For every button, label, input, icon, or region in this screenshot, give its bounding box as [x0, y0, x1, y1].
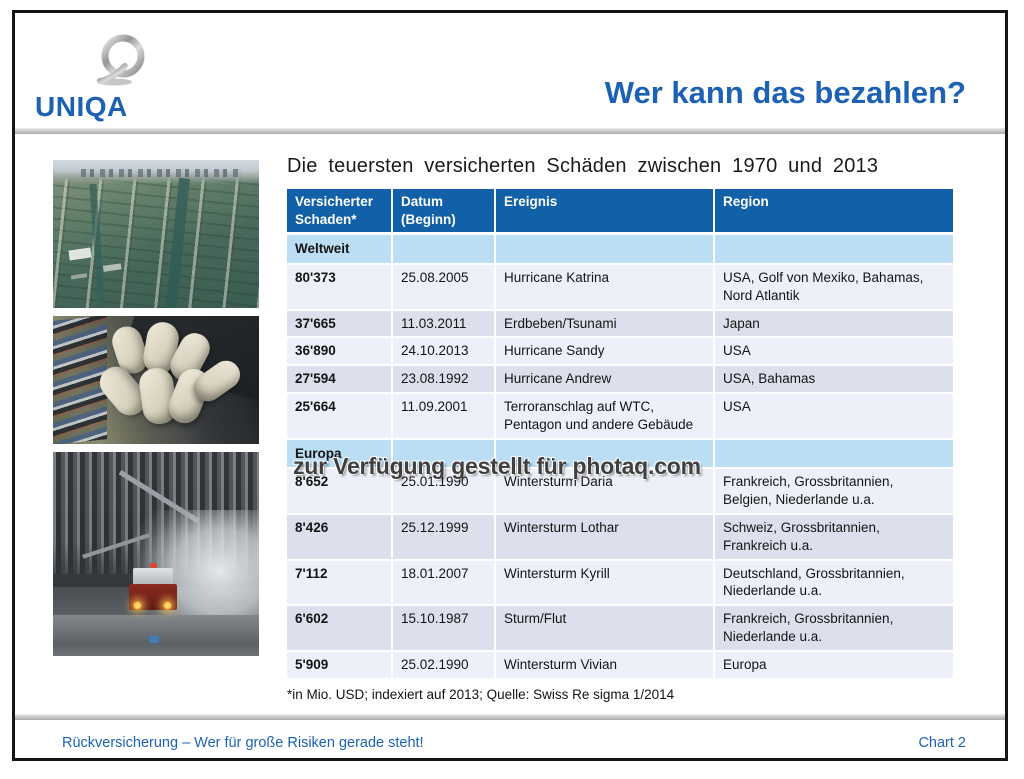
date-cell: 25.08.2005 — [392, 263, 496, 311]
section-label: Weltweit — [287, 233, 393, 265]
slide-title: Wer kann das bezahlen? — [604, 75, 966, 110]
damage-cell: 8'652 — [287, 468, 393, 516]
event-cell: Terroranschlag auf WTC, Pentagon und and… — [495, 392, 715, 440]
table-row: 6'602 15.10.1987 Sturm/Flut Frankreich, Gro… — [287, 605, 953, 652]
footer-divider — [15, 714, 1005, 720]
column-header-date: Datum (Beginn) — [392, 189, 496, 236]
section-row: Europa — [287, 438, 953, 470]
region-cell: Japan — [714, 309, 953, 339]
table-header-row: Versicherter Schaden* Datum (Beginn) Ere… — [287, 189, 953, 236]
table-row: 80'373 25.08.2005 Hurricane Katrina USA, Go… — [287, 263, 953, 311]
region-cell: Frankreich, Grossbritannien, Niederlande… — [714, 605, 953, 652]
region-cell: Schweiz, Grossbritannien, Frankreich u.a… — [714, 514, 953, 561]
region-cell: USA — [714, 337, 953, 367]
wet-ground — [53, 615, 259, 656]
footer-left-text: Rückversicherung – Wer für große Risiken… — [62, 735, 424, 751]
table-row: 8'426 25.12.1999 Wintersturm Lothar Schweiz… — [287, 514, 953, 561]
region-cell: USA, Golf von Mexiko, Bahamas, Nord Atla… — [714, 263, 953, 311]
event-cell: Erdbeben/Tsunami — [495, 309, 715, 339]
table-row: 27'594 23.08.1992 Hurricane Andrew USA, Bah… — [287, 365, 953, 394]
flooded-street — [165, 177, 191, 308]
event-cell: Hurricane Katrina — [495, 263, 715, 311]
footer-page-label: Chart 2 — [918, 735, 966, 751]
damages-table: Versicherter Schaden* Datum (Beginn) Ere… — [287, 189, 953, 680]
date-cell: 23.08.1992 — [392, 365, 496, 394]
slide: UNIQA Wer kann das bezahlen? — [12, 10, 1008, 761]
date-cell: 15.10.1987 — [392, 605, 496, 652]
date-cell: 18.01.2007 — [392, 559, 496, 607]
damage-cell: 8'426 — [287, 514, 393, 561]
event-cell: Hurricane Andrew — [495, 365, 715, 394]
blue-debris — [149, 636, 159, 643]
uniqa-ring-icon — [97, 34, 145, 86]
main-content: Die teuersten versicherten Schäden zwisc… — [287, 155, 953, 702]
column-header-event: Ereignis — [495, 189, 715, 236]
event-cell: Wintersturm Lothar — [495, 514, 715, 561]
date-cell: 25.12.1999 — [392, 514, 496, 561]
column-header-damage: Versicherter Schaden* — [287, 189, 393, 236]
damage-cell: 36'890 — [287, 337, 393, 367]
rooftops — [68, 247, 93, 261]
footer: Rückversicherung – Wer für große Risiken… — [62, 735, 966, 751]
region-cell: Europa — [714, 650, 953, 680]
fire-truck — [125, 563, 181, 620]
date-cell: 25.02.1990 — [392, 650, 496, 680]
collapsed-tanks-photo — [53, 316, 259, 444]
table-row: 37'665 11.03.2011 Erdbeben/Tsunami Japan — [287, 309, 953, 339]
city-skyline-silhouette — [81, 169, 241, 177]
event-cell: Wintersturm Kyrill — [495, 559, 715, 607]
region-cell: Frankreich, Grossbritannien, Belgien, Ni… — [714, 468, 953, 516]
truck-beacon — [150, 563, 157, 568]
date-cell: 25.01.1990 — [392, 468, 496, 516]
event-cell: Hurricane Sandy — [495, 337, 715, 367]
flood-aerial-photo — [53, 160, 259, 308]
event-cell: Sturm/Flut — [495, 605, 715, 652]
damage-cell: 25'664 — [287, 392, 393, 440]
region-cell: USA, Bahamas — [714, 365, 953, 394]
headlight — [133, 601, 142, 610]
section-row: Weltweit — [287, 233, 953, 265]
watermark: zur Verfügung gestellt für photaq.com — [293, 453, 701, 479]
damage-cell: 6'602 — [287, 605, 393, 652]
debris-firetruck-photo — [53, 452, 259, 656]
header-divider — [15, 128, 1005, 134]
column-header-region: Region — [714, 189, 953, 236]
region-cell: USA — [714, 392, 953, 440]
damage-cell: 80'373 — [287, 263, 393, 311]
event-cell: Wintersturm Vivian — [495, 650, 715, 680]
section-label: Europa — [287, 438, 393, 470]
date-cell: 11.09.2001 — [392, 392, 496, 440]
uniqa-logo: UNIQA — [35, 31, 195, 127]
flooded-street — [89, 183, 106, 308]
region-cell: Deutschland, Grossbritannien, Niederland… — [714, 559, 953, 607]
damage-cell: 7'112 — [287, 559, 393, 607]
table-row: 7'112 18.01.2007 Wintersturm Kyrill Deutsch… — [287, 559, 953, 607]
table-row: 8'652 25.01.1990 Wintersturm Daria Frankrei… — [287, 468, 953, 516]
uniqa-logo-text: UNIQA — [35, 91, 128, 122]
headlight — [163, 601, 172, 610]
footnote: *in Mio. USD; indexiert auf 2013; Quelle… — [287, 686, 675, 702]
table-row: 25'664 11.09.2001 Terroranschlag auf WTC, … — [287, 392, 953, 440]
table-row: 5'909 25.02.1990 Wintersturm Vivian Europa — [287, 650, 953, 680]
date-cell: 24.10.2013 — [392, 337, 496, 367]
damage-cell: 27'594 — [287, 365, 393, 394]
table-row: 36'890 24.10.2013 Hurricane Sandy USA — [287, 337, 953, 367]
truck-cab — [133, 568, 173, 586]
date-cell: 11.03.2011 — [392, 309, 496, 339]
event-cell: Wintersturm Daria — [495, 468, 715, 516]
table-heading: Die teuersten versicherten Schäden zwisc… — [287, 155, 879, 177]
damage-cell: 37'665 — [287, 309, 393, 339]
damage-cell: 5'909 — [287, 650, 393, 680]
